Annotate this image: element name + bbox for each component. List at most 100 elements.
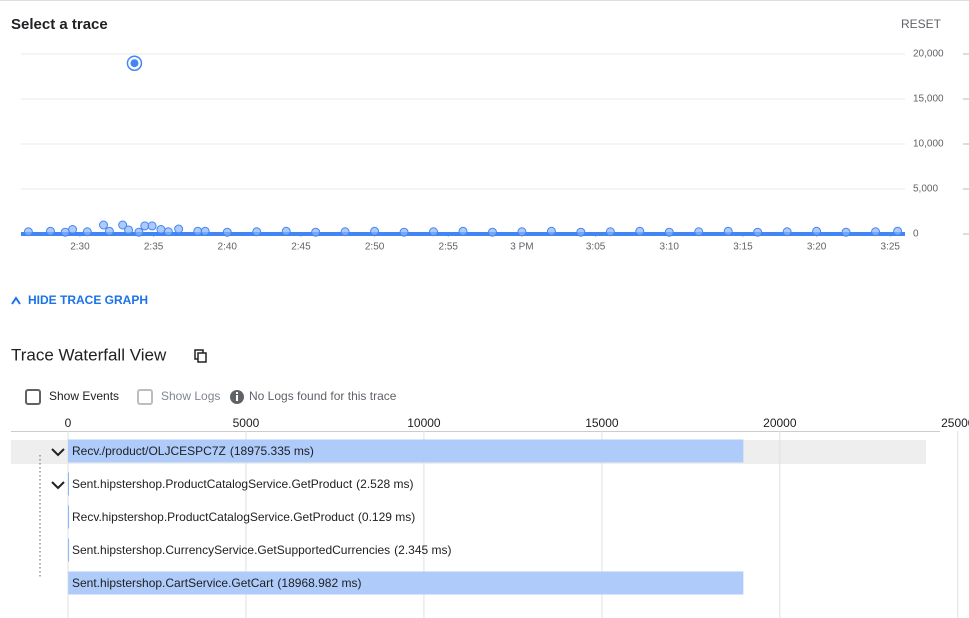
x-tick-label: 5000: [233, 416, 260, 430]
copy-front: [197, 352, 207, 363]
point[interactable]: [174, 224, 184, 234]
point[interactable]: [118, 220, 128, 230]
y-tick-label: 10,000: [913, 139, 944, 150]
point[interactable]: [429, 227, 439, 237]
point[interactable]: [281, 226, 291, 236]
point[interactable]: [23, 227, 33, 237]
span-name: Sent.hipstershop.ProductCatalogService.G…: [72, 477, 353, 491]
info-dot: [236, 392, 238, 394]
point[interactable]: [60, 227, 70, 237]
logs-checkbox: [137, 389, 153, 405]
x-tick-label: 2:35: [144, 242, 164, 253]
point[interactable]: [104, 226, 114, 236]
point[interactable]: [664, 227, 674, 237]
point[interactable]: [340, 227, 350, 237]
span-bar[interactable]: [68, 571, 744, 595]
span-bar[interactable]: [68, 472, 69, 496]
x-tick-label: 0: [65, 416, 72, 430]
x-tick-label: 2:50: [365, 242, 385, 253]
span-label: Recv.hipstershop.ProductCatalogService.G…: [72, 510, 415, 524]
point[interactable]: [605, 227, 615, 237]
span-name: Sent.hipstershop.CartService.GetCart: [72, 576, 274, 590]
point[interactable]: [124, 225, 134, 235]
point[interactable]: [370, 226, 380, 236]
span-label: Sent.hipstershop.ProductCatalogService.G…: [72, 477, 414, 491]
events-checkbox[interactable]: [25, 389, 41, 405]
x-tick-label: 20000: [763, 416, 797, 430]
selected-point-dot: [130, 59, 139, 68]
span-label: Sent.hipstershop.CartService.GetCart (189…: [72, 576, 361, 590]
chevron-up[interactable]: [11, 296, 21, 305]
point[interactable]: [841, 227, 851, 237]
point[interactable]: [782, 227, 792, 237]
point[interactable]: [140, 221, 150, 231]
x-tick-label: 2:55: [439, 242, 459, 253]
info-i: [236, 395, 238, 401]
point[interactable]: [156, 225, 166, 234]
point[interactable]: [193, 226, 203, 236]
y-tick-label: 20,000: [913, 49, 944, 60]
point[interactable]: [222, 227, 232, 237]
expand-chevron[interactable]: [51, 481, 65, 490]
point[interactable]: [694, 227, 704, 237]
expand-chevron[interactable]: [51, 448, 65, 457]
point[interactable]: [871, 227, 881, 237]
x-tick-label: 15000: [585, 416, 619, 430]
span-name: Recv.hipstershop.ProductCatalogService.G…: [72, 510, 355, 524]
point[interactable]: [147, 221, 157, 231]
point[interactable]: [723, 226, 733, 236]
span-bar[interactable]: [68, 505, 70, 529]
x-tick-label: 3:10: [660, 242, 680, 253]
point[interactable]: [134, 227, 144, 237]
span-duration: (18975.335 ms): [230, 444, 314, 458]
x-tick-label: 10000: [407, 416, 441, 430]
x-tick-label: 2:45: [291, 242, 311, 253]
span-duration: (2.528 ms): [356, 477, 413, 491]
copy-icon[interactable]: [194, 349, 207, 363]
x-tick-label: 3:15: [733, 242, 753, 253]
point[interactable]: [82, 227, 92, 237]
point[interactable]: [546, 226, 556, 236]
span-bar[interactable]: [68, 439, 744, 463]
point[interactable]: [252, 227, 262, 237]
span-name: Recv./product/OLJCESPC7Z: [72, 444, 226, 458]
y-tick-label: 5,000: [913, 184, 938, 195]
point[interactable]: [399, 227, 409, 237]
point[interactable]: [163, 227, 173, 237]
span-label: Recv./product/OLJCESPC7Z (18975.335 ms): [72, 444, 314, 458]
span-duration: (0.129 ms): [358, 510, 415, 524]
point[interactable]: [311, 227, 321, 237]
show-logs-label: Show Logs: [161, 389, 220, 403]
y-tick-label: 0: [913, 229, 919, 240]
point[interactable]: [487, 227, 497, 237]
x-tick-label: 3:20: [807, 242, 827, 253]
point[interactable]: [635, 226, 645, 236]
point[interactable]: [576, 227, 586, 237]
point[interactable]: [812, 226, 822, 236]
logs-note: No Logs found for this trace: [249, 389, 397, 403]
x-tick-label: 3 PM: [510, 242, 533, 253]
x-tick-label: 2:30: [70, 242, 90, 253]
show-events-label[interactable]: Show Events: [49, 389, 119, 403]
waterfall-title: Trace Waterfall View: [11, 345, 167, 364]
point[interactable]: [458, 226, 468, 236]
point[interactable]: [68, 225, 78, 234]
x-tick-label: 3:05: [586, 242, 606, 253]
hide-graph-toggle[interactable]: HIDE TRACE GRAPH: [28, 293, 148, 307]
x-tick-label: 3:25: [881, 242, 901, 253]
span-bar[interactable]: [68, 538, 70, 562]
point[interactable]: [45, 226, 55, 236]
span-duration: (2.345 ms): [394, 543, 451, 557]
point[interactable]: [99, 220, 109, 230]
point[interactable]: [753, 227, 763, 237]
x-tick-label: 25000: [941, 416, 969, 430]
y-tick-label: 15,000: [913, 94, 944, 105]
x-tick-label: 2:40: [218, 242, 238, 253]
point[interactable]: [893, 226, 903, 236]
point[interactable]: [200, 226, 210, 236]
point[interactable]: [517, 227, 527, 237]
span-name: Sent.hipstershop.CurrencyService.GetSupp…: [72, 543, 390, 557]
reset-button[interactable]: RESET: [901, 17, 942, 31]
